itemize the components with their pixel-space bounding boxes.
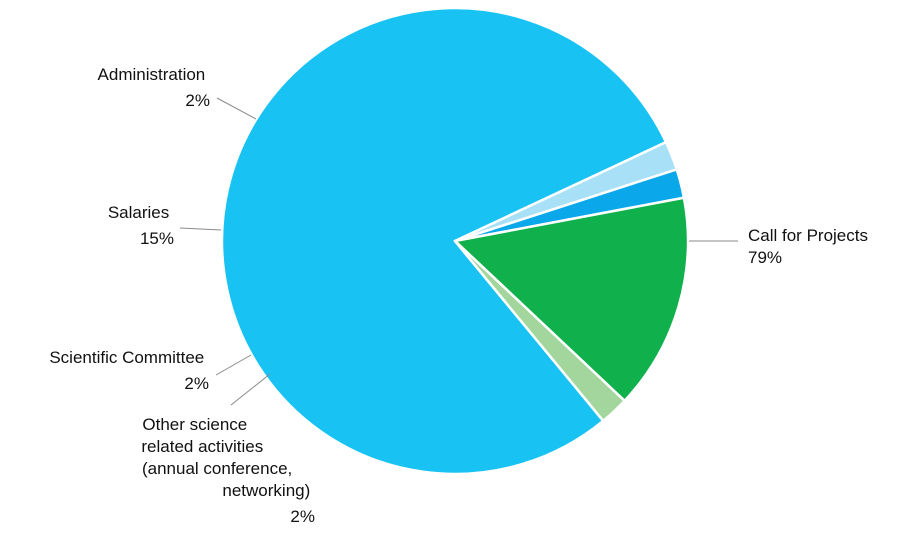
pie-slices [220,6,690,476]
leader-line-adm [216,97,257,120]
leader-line-other [230,373,271,406]
slice-label-scientific-committee: Scientific Committee 2% [49,348,209,393]
leader-lines [179,97,738,406]
pie-slice-call [220,6,668,476]
pie-slice-adm [453,239,626,423]
slice-label-salaries: Salaries 15% [108,203,174,248]
pie-slice-sal [453,196,690,403]
leader-line-sal [179,227,222,231]
slice-label-administration: Administration 2% [98,65,210,110]
slice-label-call-for-projects: Call for Projects 79% [748,226,873,267]
slice-label-other-science: Other science related activities (annual… [141,415,315,526]
slice-labels: Call for Projects 79% Administration 2% … [49,65,873,526]
leader-line-sci [215,354,252,376]
